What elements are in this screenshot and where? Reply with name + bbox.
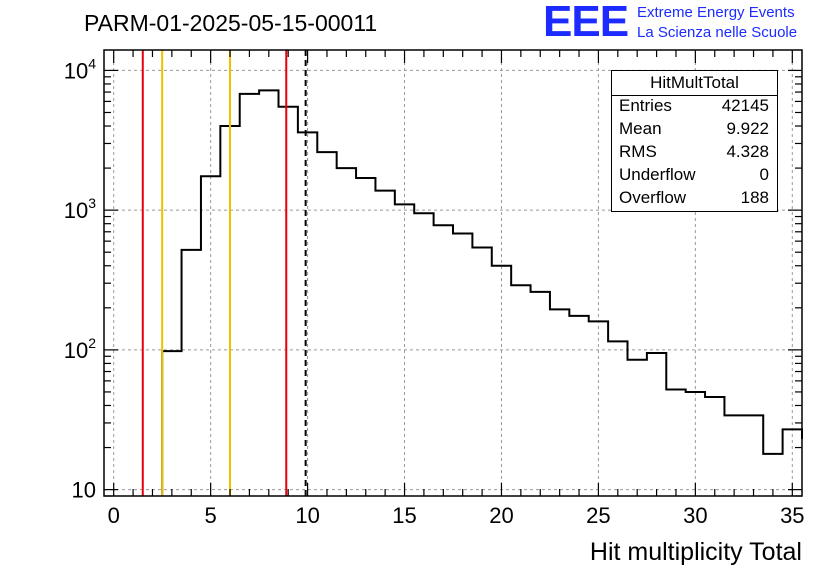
histogram-bin — [666, 390, 685, 496]
stat-row-overflow: Overflow 188 — [619, 186, 769, 209]
plot-frame — [103, 49, 803, 497]
stat-value: 42145 — [721, 96, 769, 115]
histogram-bin — [434, 225, 453, 496]
histogram-bin — [744, 415, 763, 496]
logo-line1: Extreme Energy Events — [637, 4, 795, 21]
stat-label: Overflow — [619, 188, 687, 207]
histogram-bin — [724, 415, 743, 496]
stat-label: Underflow — [619, 165, 696, 184]
histogram-bin — [531, 292, 550, 496]
histogram-bin — [182, 250, 201, 496]
x-tick-label: 30 — [683, 503, 707, 528]
stat-label: Entries — [619, 96, 672, 115]
histogram-bin — [608, 341, 627, 496]
logo-line2: La Scienza nelle Scuole — [637, 24, 798, 41]
histogram-bin — [472, 248, 491, 496]
eee-logo: EEE — [543, 2, 629, 42]
y-tick-label: 102 — [64, 335, 96, 363]
x-tick-label: 10 — [295, 503, 319, 528]
stat-value: 188 — [740, 188, 769, 207]
y-tick-label: 103 — [64, 195, 96, 223]
stats-title: HitMultTotal — [612, 71, 777, 96]
histogram-bin — [550, 309, 569, 496]
stat-row-rms: RMS 4.328 — [619, 140, 769, 163]
stat-row-underflow: Underflow 0 — [619, 163, 769, 186]
histogram-bin — [647, 353, 666, 496]
stat-row-mean: Mean 9.922 — [619, 117, 769, 140]
histogram-bin — [317, 152, 336, 496]
histogram-bin — [337, 168, 356, 496]
stat-value: 9.922 — [726, 119, 769, 138]
x-tick-label: 0 — [108, 503, 120, 528]
x-tick-label: 35 — [780, 503, 804, 528]
histogram-bin — [686, 392, 705, 496]
y-tick-label: 104 — [64, 55, 96, 83]
x-tick-label: 20 — [489, 503, 513, 528]
histogram-bin — [356, 178, 375, 496]
y-tick-label: 10 — [72, 478, 96, 503]
histogram-bin — [453, 234, 472, 496]
stat-value: 0 — [759, 165, 769, 184]
histogram-bin — [589, 321, 608, 496]
stat-row-entries: Entries 42145 — [619, 94, 769, 117]
x-tick-label: 5 — [205, 503, 217, 528]
histogram-bin — [375, 191, 394, 496]
x-axis-label: Hit multiplicity Total — [590, 538, 802, 566]
histogram-bin — [259, 90, 278, 496]
histogram-bin — [279, 107, 298, 496]
histogram-bin — [240, 94, 259, 496]
histogram-bin — [162, 351, 181, 496]
histogram-series — [161, 89, 803, 496]
histogram-bin — [511, 285, 530, 496]
histogram-bin — [414, 213, 433, 496]
stat-value: 4.328 — [726, 142, 769, 161]
x-tick-label: 15 — [392, 503, 416, 528]
stats-box: HitMultTotal Entries 42145 Mean 9.922 RM… — [611, 70, 778, 212]
stat-label: Mean — [619, 119, 662, 138]
histogram-bin — [628, 360, 647, 496]
stat-label: RMS — [619, 142, 657, 161]
histogram-bin — [569, 316, 588, 496]
histogram-bin — [705, 397, 724, 496]
run-title: PARM-01-2025-05-15-00011 — [84, 10, 378, 36]
x-tick-label: 25 — [586, 503, 610, 528]
